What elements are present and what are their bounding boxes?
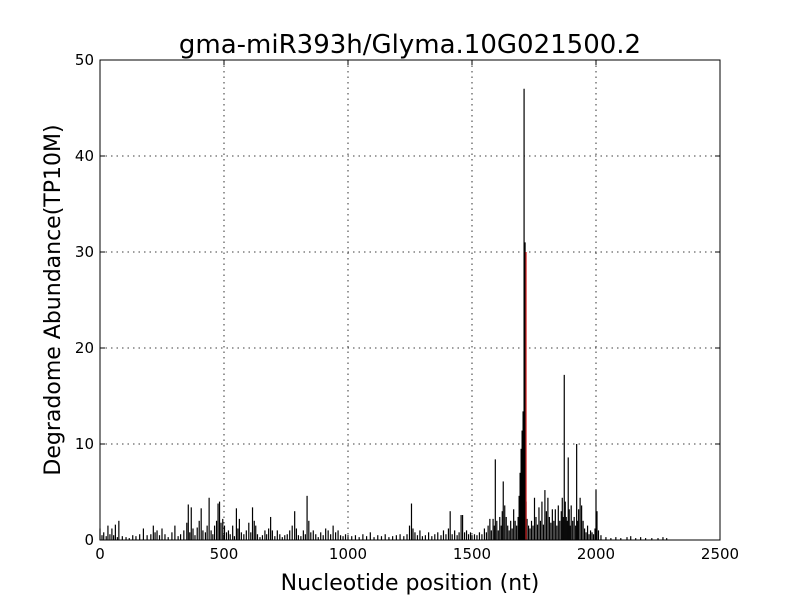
x-tick-label: 1000 xyxy=(329,545,367,563)
x-tick-label: 2000 xyxy=(577,545,615,563)
y-tick-label: 0 xyxy=(84,531,94,549)
x-axis-label: Nucleotide position (nt) xyxy=(281,571,540,596)
grid-lines xyxy=(100,60,720,540)
axis-ticks xyxy=(99,59,721,541)
x-tick-labels: 0 500 1000 1500 2000 2500 xyxy=(95,545,739,563)
chart-title: gma-miR393h/Glyma.10G021500.2 xyxy=(179,30,641,60)
y-tick-labels: 0 10 20 30 40 50 xyxy=(75,51,94,549)
y-axis-label: Degradome Abundance(TP10M) xyxy=(41,124,66,475)
y-tick-label: 20 xyxy=(75,339,94,357)
y-tick-label: 30 xyxy=(75,243,94,261)
x-tick-label: 0 xyxy=(95,545,105,563)
y-tick-label: 40 xyxy=(75,147,94,165)
x-tick-label: 1500 xyxy=(453,545,491,563)
bars-group xyxy=(99,88,668,540)
x-tick-label: 2500 xyxy=(701,545,739,563)
plot-frame xyxy=(99,59,721,541)
x-tick-label: 500 xyxy=(210,545,239,563)
y-tick-label: 10 xyxy=(75,435,94,453)
y-tick-label: 50 xyxy=(75,51,94,69)
